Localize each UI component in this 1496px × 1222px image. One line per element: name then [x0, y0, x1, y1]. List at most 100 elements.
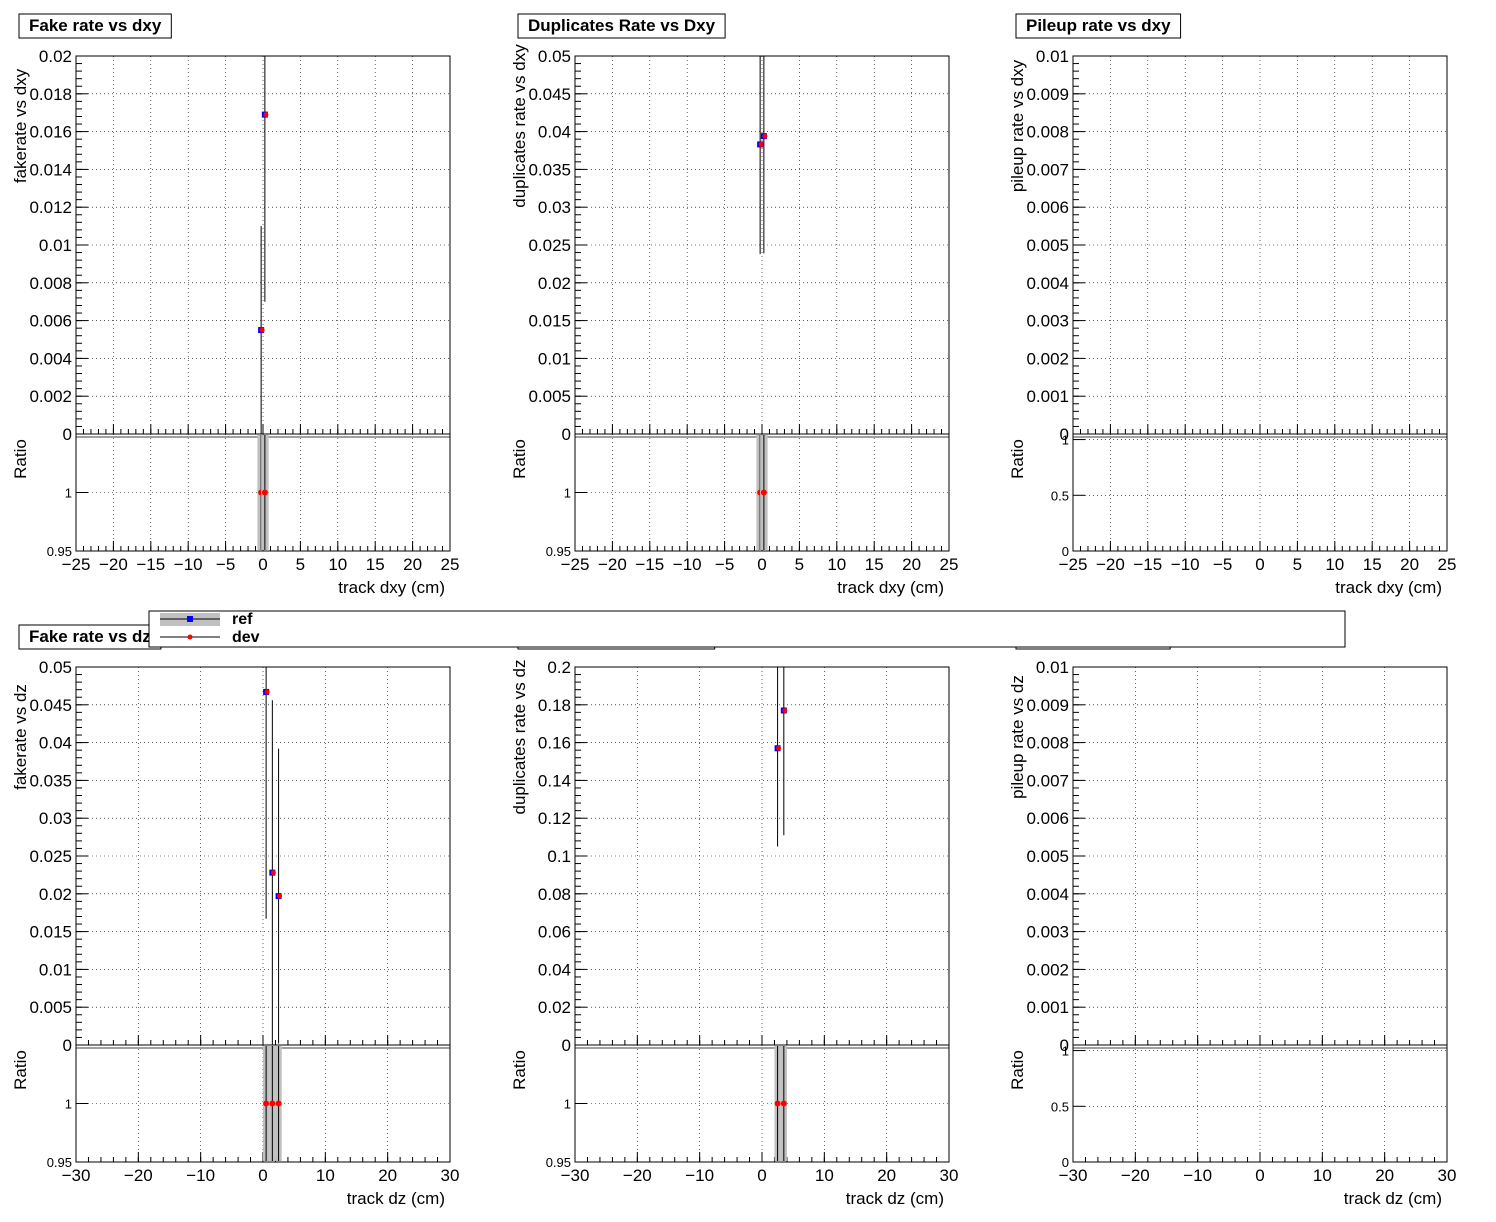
x-tick-label: −25: [561, 555, 590, 574]
chart-panel-1: Fake rate vs dxy 0 0.002 0.004 0.006 0.008 0.0…: [11, 13, 459, 597]
x-axis-label: track dxy (cm): [1335, 578, 1442, 597]
y-tick-label: 0.009: [1026, 85, 1069, 104]
x-tick-label: −15: [136, 555, 165, 574]
y-tick-label: 0.018: [29, 85, 72, 104]
dev-point: [264, 689, 270, 695]
y-tick-label: 0.02: [39, 885, 72, 904]
y-tick-label: 0.025: [29, 847, 72, 866]
ratio-y-tick-label: 0.95: [546, 544, 571, 559]
y-tick-label: 0.005: [1026, 847, 1069, 866]
ratio-point: [774, 1100, 781, 1107]
x-tick-label: 0: [757, 555, 766, 574]
y-tick-label: 0.18: [538, 696, 571, 715]
y-tick-label: 0.03: [39, 809, 72, 828]
legend-box: [148, 610, 1346, 648]
y-tick-label: 0.2: [547, 658, 571, 677]
x-tick-label: −15: [1133, 555, 1162, 574]
ratio-y-tick-label: 1: [65, 486, 72, 501]
x-axis-label: track dz (cm): [846, 1189, 944, 1208]
y-tick-label: 0.01: [1036, 47, 1069, 66]
y-tick-label: 0.14: [538, 771, 571, 790]
y-tick-label: 0.007: [1026, 771, 1069, 790]
y-tick-label: 0.004: [1026, 274, 1069, 293]
y-axis-label: duplicates rate vs dz: [510, 660, 529, 815]
chart-title: Pileup rate vs dxy: [1026, 16, 1171, 35]
y-tick-label: 0: [562, 1036, 571, 1055]
x-tick-label: 20: [378, 1166, 397, 1185]
y-tick-label: 0.1: [547, 847, 571, 866]
x-tick-label: −10: [685, 1166, 714, 1185]
y-tick-label: 0.045: [528, 85, 571, 104]
ratio-y-tick-label: 0.95: [47, 544, 72, 559]
ratio-y-tick-label: 0: [1062, 544, 1069, 559]
chart-panel-5: Duplicates Rate vs Dz00.020.040.060.080.…: [510, 624, 958, 1208]
y-tick-label: 0.08: [538, 885, 571, 904]
dev-point: [270, 870, 276, 876]
x-tick-label: 25: [1438, 555, 1457, 574]
y-tick-label: 0.01: [538, 349, 571, 368]
x-tick-label: −10: [174, 555, 203, 574]
y-tick-label: 0.004: [29, 349, 72, 368]
x-axis-label: track dz (cm): [347, 1189, 445, 1208]
ratio-point: [261, 489, 268, 496]
x-tick-label: 0: [1255, 1166, 1264, 1185]
y-tick-label: 0.016: [29, 123, 72, 142]
chart-panel-6: Pileup rate vs dz00.0010.0020.0030.0040.…: [1008, 624, 1457, 1208]
x-tick-label: 30: [441, 1166, 460, 1185]
dev-point: [782, 707, 788, 713]
chart-title: Duplicates Rate vs Dxy: [528, 16, 716, 35]
ratio-point: [760, 489, 767, 496]
x-tick-label: 10: [827, 555, 846, 574]
y-tick-label: 0: [562, 425, 571, 444]
y-tick-label: 0: [1060, 425, 1069, 444]
y-tick-label: 0.002: [1026, 960, 1069, 979]
ratio-y-tick-label: 1: [65, 1097, 72, 1112]
y-tick-label: 0.04: [538, 123, 571, 142]
chart-title-box: [1015, 13, 1182, 39]
x-axis-label: track dz (cm): [1344, 1189, 1442, 1208]
x-tick-label: 0: [1255, 555, 1264, 574]
ratio-y-tick-label: 0.5: [1051, 488, 1069, 503]
y-tick-label: 0: [63, 425, 72, 444]
x-tick-label: −30: [1059, 1166, 1088, 1185]
x-tick-label: 30: [1438, 1166, 1457, 1185]
ratio-point: [263, 1100, 270, 1107]
ratio-point: [275, 1100, 282, 1107]
ratio-y-tick-label: 1: [1062, 433, 1069, 448]
chart-title: Fake rate vs dxy: [29, 16, 162, 35]
y-axis-label: duplicates rate vs dxy: [510, 44, 529, 208]
y-axis-label: pileup rate vs dxy: [1008, 59, 1027, 192]
y-tick-label: 0: [1060, 1036, 1069, 1055]
x-tick-label: −20: [1096, 555, 1125, 574]
y-tick-label: 0.06: [538, 923, 571, 942]
chart-title-box: [517, 13, 726, 39]
ratio-axis-label: Ratio: [11, 1050, 30, 1090]
ratio-plot-frame: [1072, 433, 1448, 552]
x-tick-label: −20: [1121, 1166, 1150, 1185]
dev-point: [277, 893, 283, 899]
y-tick-label: 0.045: [29, 696, 72, 715]
y-tick-label: 0.01: [39, 960, 72, 979]
chart-panel-2: Duplicates Rate vs Dxy 0 0.005 0.01 0.015 0.0…: [510, 13, 958, 597]
y-axis-label: fakerate vs dxy: [11, 68, 30, 183]
y-tick-label: 0.16: [538, 734, 571, 753]
x-tick-label: −30: [561, 1166, 590, 1185]
y-tick-label: 0.009: [1026, 696, 1069, 715]
y-tick-label: 0.005: [1026, 236, 1069, 255]
y-tick-label: 0.002: [29, 387, 72, 406]
ratio-y-tick-label: 0.5: [1051, 1099, 1069, 1114]
y-tick-label: 0.05: [39, 658, 72, 677]
y-tick-label: 0.008: [29, 274, 72, 293]
x-tick-label: 0: [258, 1166, 267, 1185]
y-tick-label: 0.015: [29, 923, 72, 942]
x-tick-label: 20: [403, 555, 422, 574]
ratio-point: [269, 1100, 276, 1107]
x-tick-label: −5: [216, 555, 235, 574]
x-tick-label: 20: [1375, 1166, 1394, 1185]
y-tick-label: 0.008: [1026, 123, 1069, 142]
x-tick-label: −10: [186, 1166, 215, 1185]
ratio-axis-label: Ratio: [510, 1050, 529, 1090]
y-tick-label: 0.006: [29, 312, 72, 331]
